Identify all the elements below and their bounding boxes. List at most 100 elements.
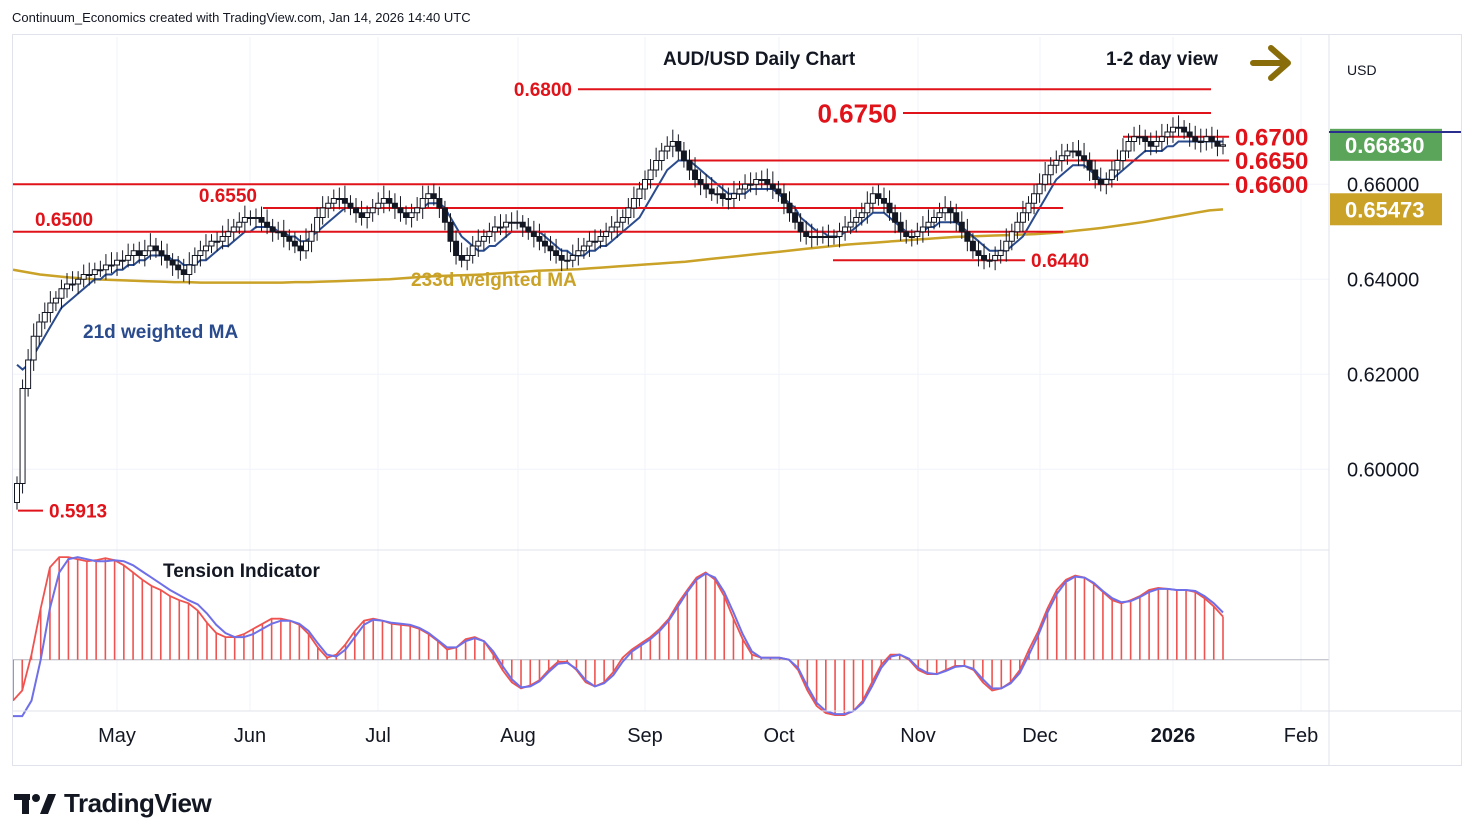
candle: [486, 222, 493, 244]
candle-body: [347, 202, 354, 209]
candle-body: [147, 245, 154, 252]
candle-body: [208, 240, 215, 247]
candle-body: [786, 202, 793, 214]
x-tick-label: Dec: [1022, 725, 1058, 747]
candle-body: [947, 207, 954, 214]
candle-body: [614, 221, 621, 228]
candle: [119, 250, 126, 270]
candle-body: [152, 245, 159, 252]
candle-body: [52, 297, 59, 304]
candle-body: [1153, 141, 1160, 147]
candle-body: [730, 193, 737, 199]
candle-body: [1192, 136, 1199, 142]
candle-body: [341, 198, 348, 204]
candle-body: [775, 188, 782, 195]
candle-body: [1147, 141, 1154, 147]
candle-body: [931, 217, 938, 223]
x-tick-label: Jun: [234, 725, 266, 747]
candle: [125, 243, 132, 268]
candle: [864, 191, 871, 224]
candle: [764, 168, 771, 192]
candle: [514, 210, 521, 230]
candle-body: [1103, 179, 1110, 185]
x-tick-label: Nov: [900, 725, 936, 747]
candle-body: [19, 388, 26, 484]
tension-title: Tension Indicator: [163, 561, 321, 582]
candle: [680, 141, 687, 168]
candle-body: [1214, 141, 1221, 147]
candle: [597, 229, 604, 249]
candle: [530, 220, 537, 248]
candle-body: [1108, 169, 1115, 180]
candle: [758, 170, 765, 189]
candle: [25, 349, 32, 397]
price-badge-label: 0.66830: [1345, 133, 1425, 158]
candle: [264, 209, 271, 235]
candle-body: [1019, 212, 1026, 223]
candle-body: [364, 212, 371, 218]
candle: [453, 230, 460, 265]
candle-body: [897, 221, 904, 233]
candle: [225, 218, 232, 248]
candle: [75, 271, 82, 294]
candle-body: [708, 188, 715, 195]
candle-body: [97, 269, 104, 272]
candle-body: [241, 217, 248, 223]
candle: [519, 215, 526, 237]
candle-body: [308, 231, 315, 242]
candle: [1142, 129, 1149, 153]
candle: [797, 213, 804, 242]
candle-body: [480, 236, 487, 242]
candle: [64, 273, 71, 298]
candle: [1214, 129, 1221, 157]
candle: [580, 237, 587, 259]
candle-body: [914, 231, 921, 237]
candle: [1097, 167, 1104, 192]
candle: [703, 174, 710, 199]
candle-body: [536, 236, 543, 242]
candle-body: [41, 312, 48, 323]
candle-body: [119, 259, 126, 262]
candle-body: [619, 217, 626, 223]
candle-body: [158, 250, 165, 256]
tension-signal-line: [13, 556, 1224, 718]
candle: [1164, 123, 1171, 145]
candle: [175, 255, 182, 279]
chart-title: AUD/USD Daily Chart: [663, 49, 856, 70]
candle: [52, 291, 59, 312]
candle-body: [141, 250, 148, 256]
candle-body: [297, 245, 304, 252]
candle: [1192, 125, 1199, 150]
tradingview-brand[interactable]: TradingView: [14, 788, 212, 819]
candle-body: [447, 221, 454, 242]
candle: [403, 205, 410, 225]
candle: [436, 186, 443, 218]
candle-body: [291, 240, 298, 247]
level-label: 0.6600: [1235, 172, 1308, 199]
candle: [947, 200, 954, 224]
candle-body: [1025, 202, 1032, 214]
candle-body: [14, 483, 20, 503]
candle: [208, 234, 215, 254]
candle-body: [386, 198, 393, 204]
candle-body: [764, 179, 771, 185]
currency-label: USD: [1347, 62, 1377, 78]
candle-body: [919, 226, 926, 233]
candle: [747, 172, 754, 193]
candle-body: [625, 207, 632, 218]
candle: [903, 219, 910, 244]
x-tick-label: 2026: [1151, 725, 1196, 747]
candle-body: [1053, 160, 1060, 166]
candle-body: [997, 250, 1004, 256]
candle-body: [892, 212, 899, 223]
candle: [547, 236, 554, 261]
candle-body: [908, 236, 915, 238]
candle-body: [703, 183, 710, 190]
aud-usd-chart[interactable]: 0.60000 0.62000 0.64000 0.66000 May Jun Jul Aug…: [12, 35, 1461, 765]
candle-body: [369, 207, 376, 214]
candle-body: [875, 193, 882, 199]
candle-body: [25, 359, 32, 389]
candle-body: [108, 264, 115, 267]
candle-body: [686, 160, 693, 171]
candle-body: [102, 264, 109, 271]
